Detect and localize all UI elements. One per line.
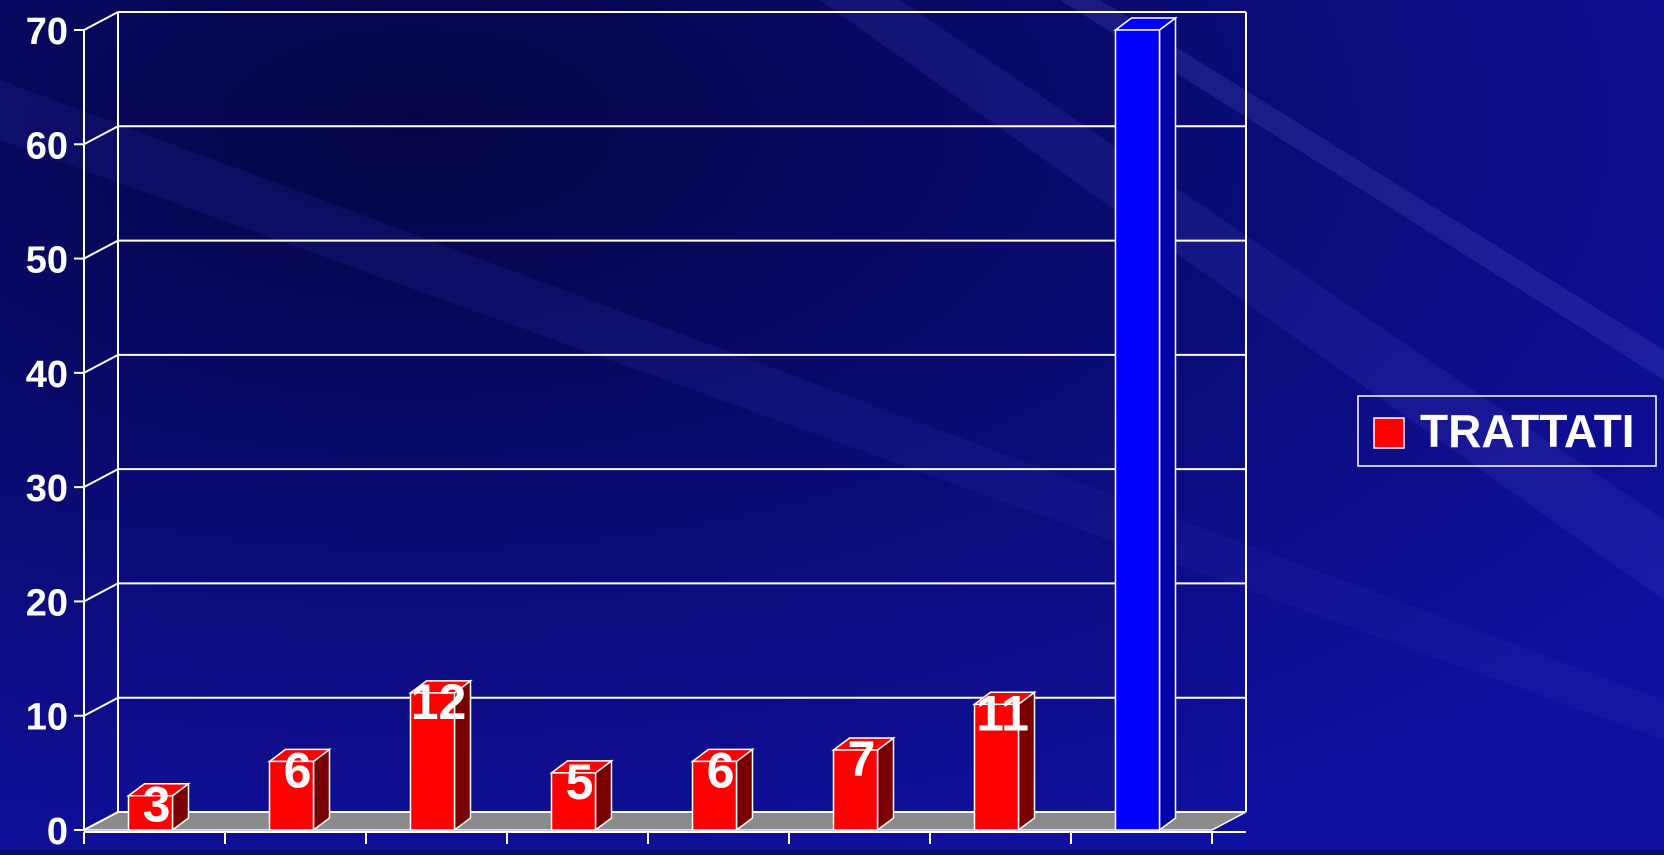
gridline-depth	[83, 11, 119, 31]
y-tick-label: 40	[26, 354, 68, 396]
bar-side	[1158, 16, 1177, 832]
data-label: 11	[976, 685, 1029, 741]
y-tick-label: 30	[26, 468, 68, 510]
gridline-depth	[83, 582, 119, 603]
bar-side	[876, 736, 895, 832]
bar	[691, 760, 738, 831]
data-label: 12	[411, 674, 467, 730]
data-label: 3	[143, 777, 171, 833]
gridline-depth	[83, 239, 119, 260]
data-label: 7	[848, 731, 876, 787]
legend-box	[1357, 395, 1657, 467]
bar	[127, 794, 174, 831]
y-tick-label: 70	[26, 11, 68, 53]
bar	[973, 703, 1020, 831]
gridline-depth	[83, 696, 119, 717]
data-label: 6	[284, 742, 312, 798]
gridline-depth	[83, 353, 119, 374]
bar-side	[735, 747, 754, 832]
bar	[1114, 29, 1161, 831]
bar	[832, 749, 879, 831]
chart-floor	[83, 811, 1247, 831]
legend-swatch	[1373, 417, 1405, 449]
legend-label: TRATTATI	[1420, 405, 1635, 457]
y-tick-label: 50	[26, 240, 68, 282]
data-label: 5	[566, 754, 594, 810]
y-tick-label: 10	[26, 697, 68, 739]
y-tick-label: 60	[26, 125, 68, 167]
y-tick-label: 0	[47, 811, 68, 850]
background-streaks	[0, 0, 1664, 740]
bar	[268, 760, 315, 831]
y-tick-label: 20	[26, 582, 68, 624]
bar-side	[312, 747, 331, 832]
data-label: 6	[707, 742, 735, 798]
gridline-depth	[83, 468, 119, 489]
bar	[409, 692, 456, 831]
gridline-depth	[83, 125, 119, 146]
gridline-depth	[83, 811, 119, 831]
bar	[550, 772, 597, 831]
